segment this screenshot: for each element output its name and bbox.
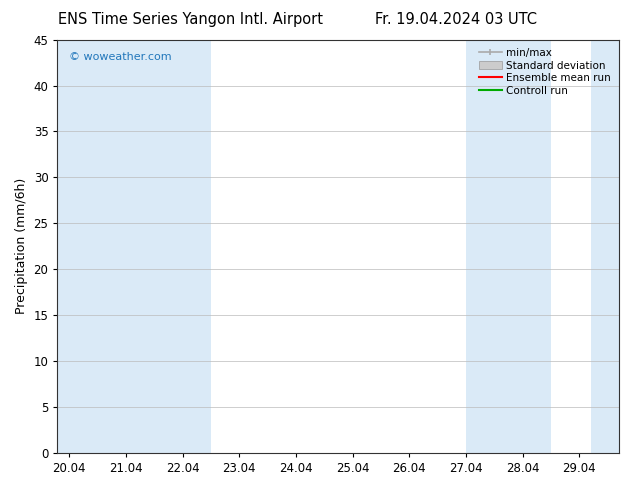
- Bar: [591, 40, 619, 453]
- Bar: [98, 40, 154, 453]
- Text: ENS Time Series Yangon Intl. Airport: ENS Time Series Yangon Intl. Airport: [58, 12, 323, 27]
- Bar: [466, 40, 495, 453]
- Bar: [495, 40, 551, 453]
- Bar: [154, 40, 211, 453]
- Legend: min/max, Standard deviation, Ensemble mean run, Controll run: min/max, Standard deviation, Ensemble me…: [476, 45, 614, 99]
- Bar: [58, 40, 98, 453]
- Text: Fr. 19.04.2024 03 UTC: Fr. 19.04.2024 03 UTC: [375, 12, 538, 27]
- Y-axis label: Precipitation (mm/6h): Precipitation (mm/6h): [15, 178, 28, 315]
- Text: © woweather.com: © woweather.com: [68, 52, 171, 62]
